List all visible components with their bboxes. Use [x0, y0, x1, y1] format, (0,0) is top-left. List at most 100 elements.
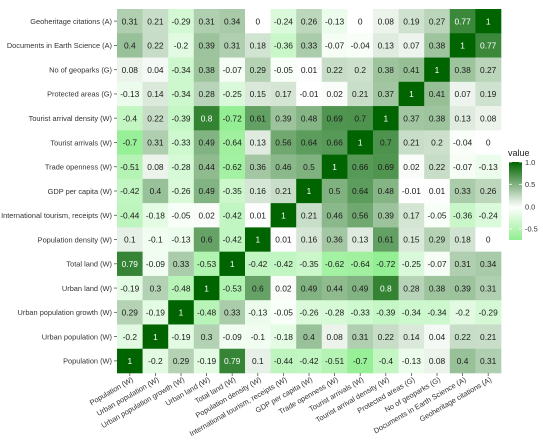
- heatmap-cell: [117, 324, 143, 350]
- heatmap-cell: [347, 300, 374, 325]
- heatmap-cell: [219, 33, 246, 58]
- heatmap-cell-value: 0.28: [198, 89, 215, 99]
- heatmap-cell: [449, 324, 476, 350]
- heatmap-cell: [373, 324, 399, 350]
- heatmap-cell-value: -0.05: [274, 65, 293, 75]
- heatmap-cell: [142, 275, 169, 301]
- heatmap-cell-value: 0.38: [454, 65, 471, 75]
- heatmap-cell: [270, 9, 297, 34]
- heatmap-cell-value: 0.4: [303, 332, 315, 342]
- heatmap-cell-value: -0.42: [299, 356, 318, 366]
- heatmap-cell: [270, 227, 297, 252]
- heatmap-cell: [117, 227, 143, 252]
- heatmap-cell-value: 0.31: [224, 41, 241, 51]
- heatmap-cell: [168, 275, 195, 301]
- heatmap-cell-value: -0.4: [123, 113, 138, 123]
- heatmap-cell: [321, 57, 348, 83]
- heatmap-cell-value: 0.64: [301, 138, 318, 148]
- y-tick-label: Tourist arrivals (W): [50, 138, 112, 147]
- heatmap-cell-value: 0.21: [275, 186, 292, 196]
- heatmap-cell-value: -0.26: [299, 308, 318, 318]
- heatmap-cell: [424, 251, 451, 277]
- heatmap-cell: [270, 300, 297, 325]
- y-tick-label: Tourist arrival density (W): [29, 114, 112, 123]
- heatmap-cell-value: -0.34: [171, 65, 190, 75]
- heatmap-cell-value: 0.02: [275, 283, 292, 293]
- heatmap-cell-value: -0.33: [171, 138, 190, 148]
- heatmap-cell: [296, 227, 323, 252]
- heatmap-cell: [296, 9, 323, 34]
- heatmap-cell: [373, 106, 399, 131]
- heatmap-cell: [475, 251, 502, 277]
- heatmap-cell: [245, 33, 271, 58]
- heatmap-cell: [347, 81, 374, 107]
- heatmap-cell: [193, 300, 220, 325]
- y-tick-label: Trade openness (W): [45, 163, 112, 172]
- legend-tick-label: 0.5: [525, 180, 535, 189]
- heatmap-cell-value: -0.07: [223, 65, 242, 75]
- heatmap-cell: [117, 300, 143, 325]
- heatmap-cell-value: 0.08: [429, 356, 446, 366]
- heatmap-cell-value: -0.28: [171, 162, 190, 172]
- heatmap-cell-value: -0.48: [197, 308, 216, 318]
- heatmap-cell: [398, 227, 425, 252]
- heatmap-cell-value: 0.08: [326, 332, 343, 342]
- heatmap-cell-value: 0.66: [352, 162, 369, 172]
- y-tick-label: Documents in Earth Science (A): [7, 41, 112, 50]
- heatmap-cell: [219, 9, 246, 34]
- heatmap-cell-value: 0.18: [250, 41, 267, 51]
- heatmap-cell-value: 0.07: [403, 41, 420, 51]
- heatmap-cell: [321, 9, 348, 34]
- heatmap-cell: [373, 154, 399, 180]
- heatmap-cell-value: 0.79: [224, 356, 241, 366]
- heatmap-cell: [117, 130, 143, 155]
- heatmap-cell-value: 0.29: [250, 65, 267, 75]
- heatmap-cell-value: 0.2: [431, 138, 443, 148]
- heatmap-cell-value: 0.13: [378, 41, 395, 51]
- heatmap-cell-value: 0.6: [201, 235, 213, 245]
- heatmap-cell: [475, 130, 502, 155]
- heatmap-cell-value: 0.64: [352, 186, 369, 196]
- heatmap-cell: [193, 275, 220, 301]
- heatmap-cell-value: 0.21: [147, 16, 164, 26]
- heatmap-cell: [475, 81, 502, 107]
- y-tick-label: Total land (W): [66, 260, 112, 269]
- heatmap-cell: [373, 348, 399, 374]
- heatmap-cell: [296, 57, 323, 83]
- heatmap-cell-value: -0.05: [274, 308, 293, 318]
- y-tick-label: Urban population (W): [42, 332, 112, 341]
- heatmap-cell: [347, 57, 374, 83]
- heatmap-cell: [424, 227, 451, 252]
- heatmap-cell: [168, 203, 195, 228]
- y-axis: Geoheritage citations (A) Documents in Ea…: [1, 17, 117, 366]
- y-tick-label: International tourism, receipts (W): [1, 211, 112, 220]
- heatmap-cell: [475, 178, 502, 204]
- heatmap-cell-labels: 0.31 0.21 -0.29 0.31 0.34 0 -0.24 0.26 -0.13 0 0.0…: [120, 16, 498, 366]
- heatmap-cell: [142, 33, 169, 58]
- heatmap-cell: [142, 324, 169, 350]
- heatmap-cell: [193, 154, 220, 180]
- heatmap-cell-value: -0.72: [376, 259, 395, 269]
- heatmap-cell-value: 0.27: [429, 16, 446, 26]
- heatmap-cell-value: -0.25: [402, 259, 421, 269]
- heatmap-cell: [449, 57, 476, 83]
- heatmap-cell-value: 1: [460, 41, 465, 51]
- heatmap-cell: [193, 130, 220, 155]
- heatmap-cell-value: -0.13: [479, 162, 498, 172]
- heatmap-cell: [373, 300, 399, 325]
- heatmap-cell-value: -0.48: [171, 283, 190, 293]
- heatmap-cell: [296, 33, 323, 58]
- heatmap-cell: [296, 203, 323, 228]
- heatmap-cell-value: 0.5: [303, 162, 315, 172]
- heatmap-cell-value: 0.31: [122, 16, 139, 26]
- heatmap-cell: [373, 178, 399, 204]
- heatmap-cell-value: -0.7: [353, 356, 368, 366]
- heatmap-cell-value: 0.39: [454, 283, 471, 293]
- heatmap-cell-value: 0.61: [378, 235, 395, 245]
- heatmap-cell: [142, 57, 169, 83]
- heatmap-cell: [321, 81, 348, 107]
- heatmap-cell: [398, 154, 425, 180]
- heatmap-cell: [424, 154, 451, 180]
- heatmap-cell-value: -0.05: [171, 210, 190, 220]
